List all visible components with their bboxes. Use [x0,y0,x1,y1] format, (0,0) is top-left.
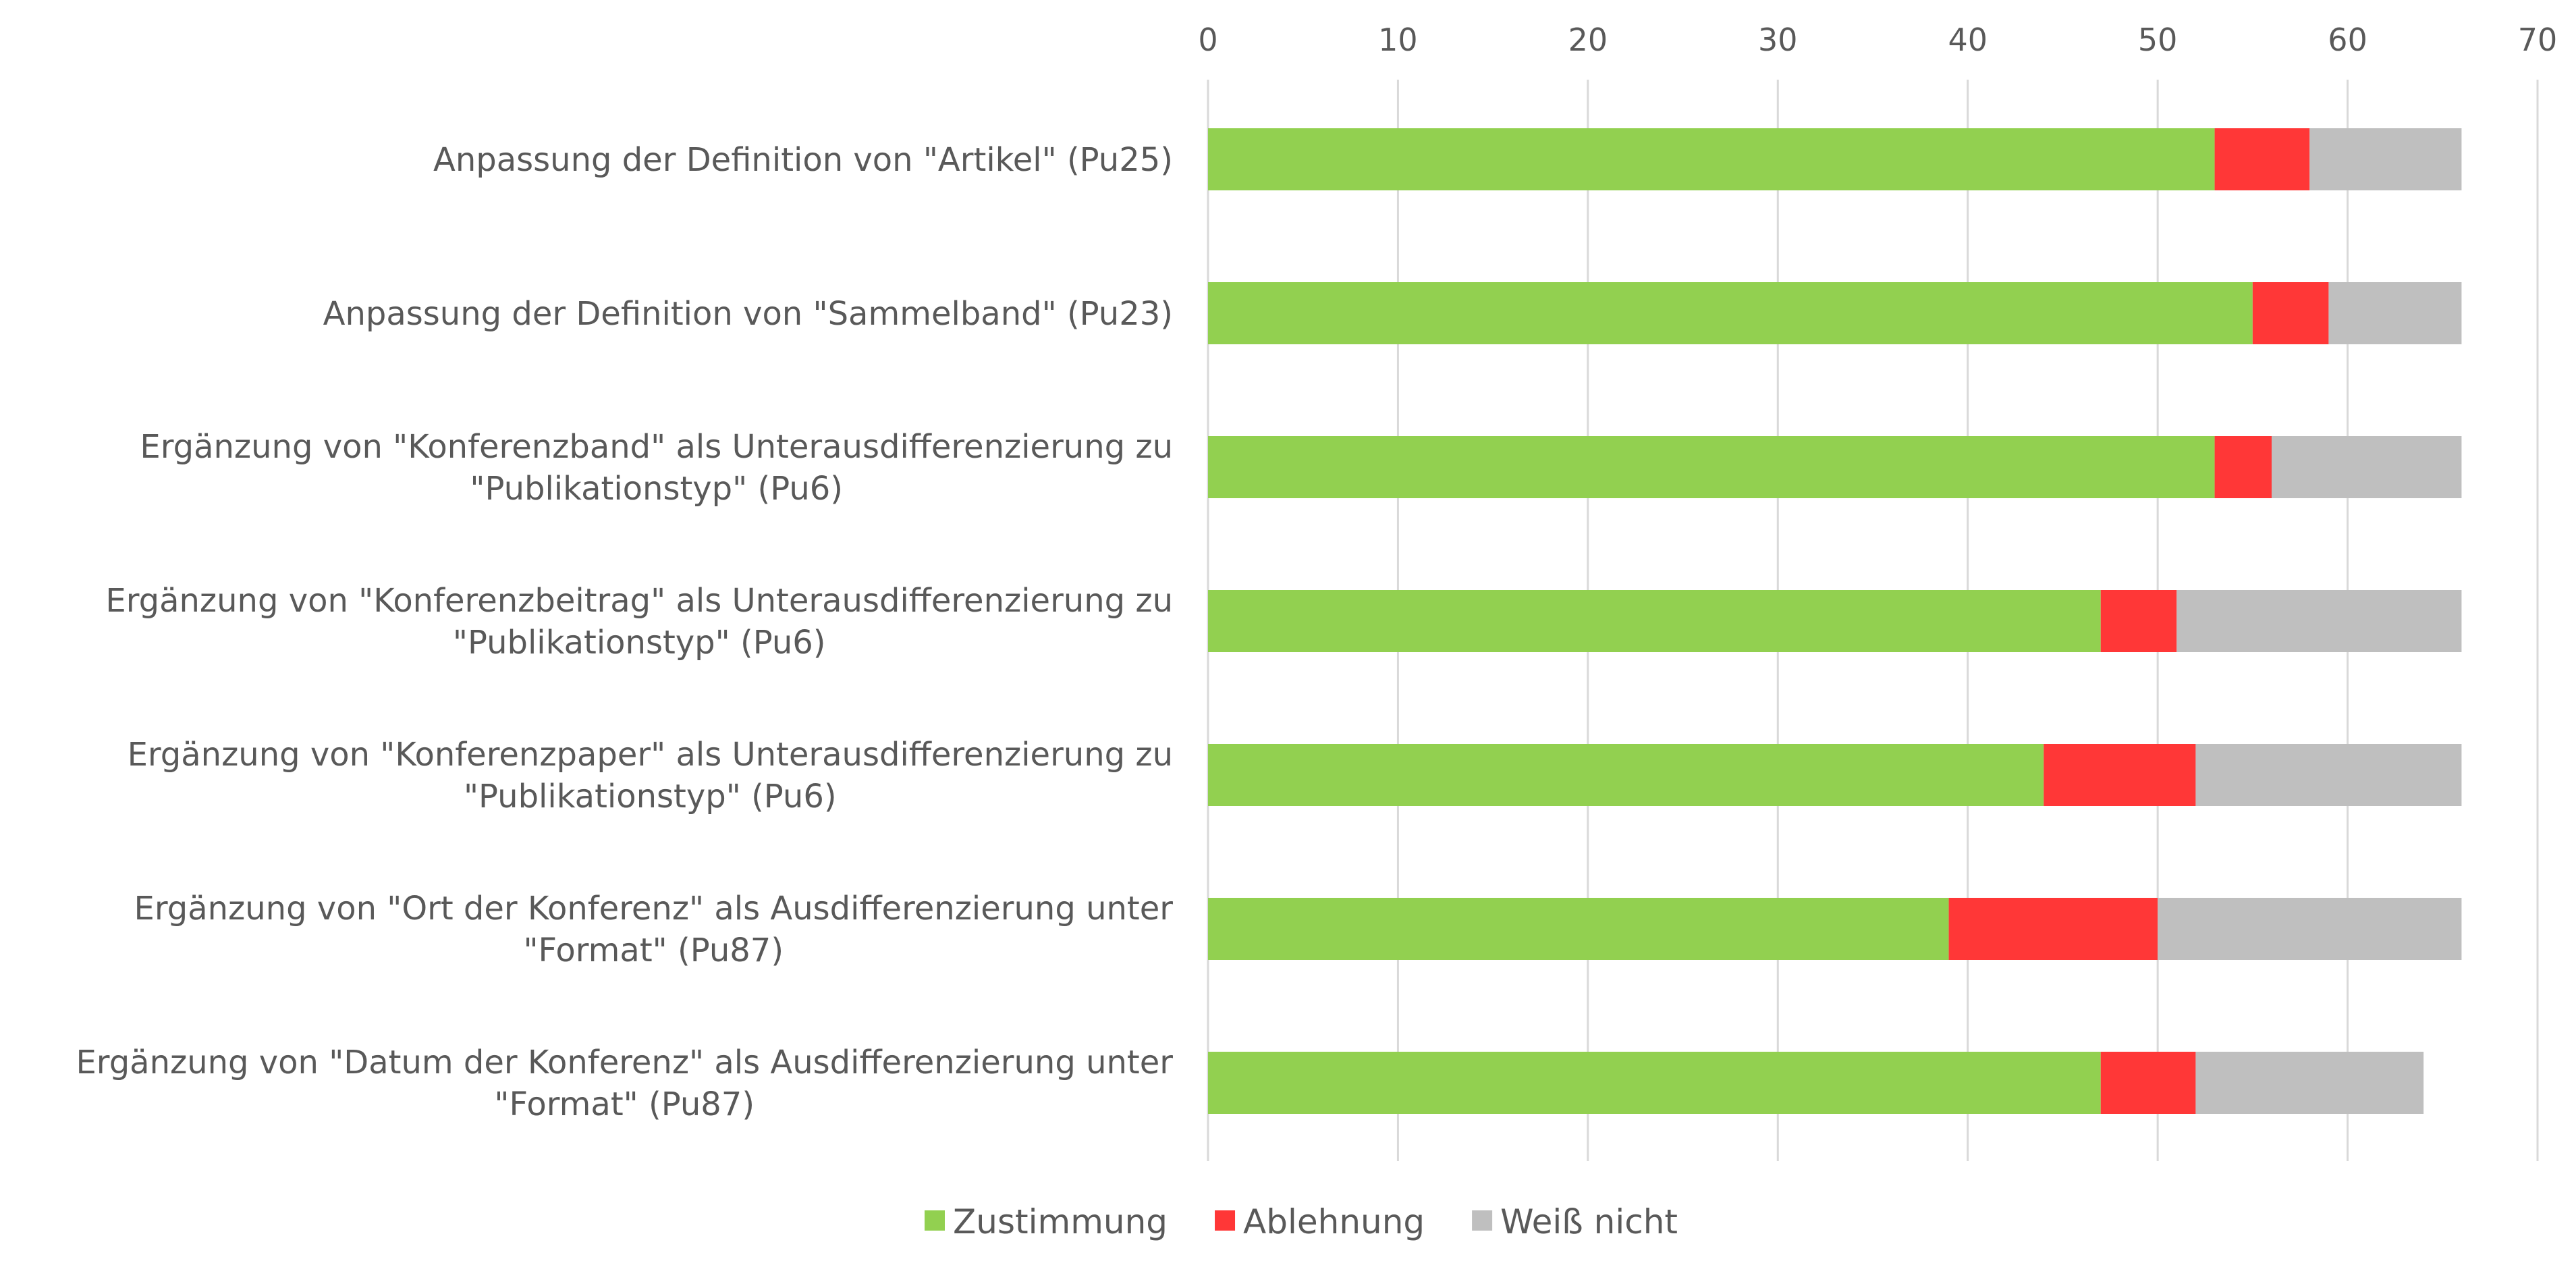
category-label-4: Ergänzung von "Konferenzbeitrag" als Unt… [105,582,1173,662]
bar-segment-1-wei-nicht [2309,128,2462,190]
x-tick-label-30: 30 [1758,22,1798,58]
x-tick-label-10: 10 [1378,22,1418,58]
x-tick-label-70: 70 [2518,22,2558,58]
category-label-line: "Publikationstyp" (Pu6) [464,778,837,815]
category-label-line: "Format" (Pu87) [523,932,784,969]
bar-segment-2-zustimmung [1208,282,2253,344]
bar-segment-4-zustimmung [1208,590,2101,652]
bar-segment-1-ablehnung [2214,128,2310,190]
bar-segment-7-zustimmung [1208,1052,2101,1114]
bar-segment-7-wei-nicht [2195,1052,2424,1114]
bar-segment-2-ablehnung [2252,282,2329,344]
category-label-1: Anpassung der Definition von "Artikel" (… [433,141,1173,179]
category-label-3: Ergänzung von "Konferenzband" als Untera… [140,428,1173,508]
x-tick-label-20: 20 [1568,22,1608,58]
bar-segment-2-wei-nicht [2328,282,2462,344]
category-label-line: Ergänzung von "Datum der Konferenz" als … [76,1044,1173,1081]
bar-segment-4-ablehnung [2100,590,2177,652]
bar-segment-4-wei-nicht [2176,590,2462,652]
legend-swatch-zustimmung [925,1210,945,1231]
category-label-line: Ergänzung von "Konferenzbeitrag" als Unt… [105,582,1173,620]
category-label-line: Ergänzung von "Konferenzpaper" als Unter… [128,736,1173,774]
bar-segment-3-ablehnung [2214,436,2272,498]
legend-swatch-ablehnung [1215,1210,1236,1231]
category-label-6: Ergänzung von "Ort der Konferenz" als Au… [134,890,1174,969]
category-label-line: Ergänzung von "Ort der Konferenz" als Au… [134,890,1174,928]
x-tick-label-0: 0 [1198,22,1217,58]
bar-segment-6-zustimmung [1208,898,1949,960]
category-label-2: Anpassung der Definition von "Sammelband… [323,295,1173,333]
category-label-7: Ergänzung von "Datum der Konferenz" als … [76,1044,1173,1123]
x-tick-label-60: 60 [2328,22,2367,58]
bar-segment-5-zustimmung [1208,744,2044,806]
bar-segment-1-zustimmung [1208,128,2215,190]
legend-swatch-wei-nicht [1472,1210,1493,1231]
legend-label-wei-nicht: Weiß nicht [1500,1202,1678,1241]
bar-segment-5-ablehnung [2044,744,2196,806]
bar-segment-6-ablehnung [1948,898,2158,960]
category-label-5: Ergänzung von "Konferenzpaper" als Unter… [128,736,1173,815]
bar-segment-6-wei-nicht [2158,898,2462,960]
category-label-line: Anpassung der Definition von "Artikel" (… [433,141,1173,179]
bar-segment-3-zustimmung [1208,436,2215,498]
x-tick-label-50: 50 [2138,22,2178,58]
bar-segment-5-wei-nicht [2195,744,2462,806]
category-label-line: Anpassung der Definition von "Sammelband… [323,295,1173,333]
category-label-line: "Format" (Pu87) [494,1085,755,1123]
legend-label-ablehnung: Ablehnung [1243,1202,1425,1241]
bar-segment-3-wei-nicht [2272,436,2462,498]
category-label-line: Ergänzung von "Konferenzband" als Untera… [140,428,1173,466]
x-tick-label-40: 40 [1948,22,1988,58]
category-label-line: "Publikationstyp" (Pu6) [453,624,826,662]
category-label-line: "Publikationstyp" (Pu6) [470,470,843,508]
bar-segment-7-ablehnung [2100,1052,2196,1114]
legend-label-zustimmung: Zustimmung [953,1202,1168,1241]
